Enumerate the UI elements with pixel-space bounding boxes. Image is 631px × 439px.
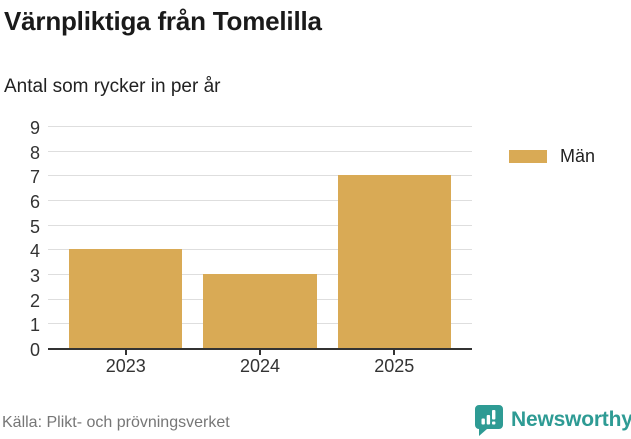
x-tick-label: 2024 xyxy=(239,356,280,376)
legend: Män xyxy=(509,144,595,168)
y-tick-label: 2 xyxy=(29,290,40,311)
y-axis-labels: 0 1 2 3 4 5 6 7 8 9 xyxy=(0,118,40,360)
chart-title: Värnpliktiga från Tomelilla xyxy=(4,6,322,36)
chart-subtitle: Antal som rycker in per år xyxy=(4,76,221,97)
newsworthy-wordmark: Newsworthy xyxy=(511,408,631,431)
bar-2024 xyxy=(203,274,317,348)
bar-2025 xyxy=(337,175,451,348)
plot-area: 2023 2024 2025 xyxy=(48,126,472,376)
x-tick-label: 2023 xyxy=(105,356,146,376)
y-tick-label: 1 xyxy=(29,315,40,336)
x-tick xyxy=(124,350,127,355)
gridline xyxy=(48,224,472,226)
y-tick-label: 4 xyxy=(29,241,40,262)
y-tick-label: 7 xyxy=(29,167,40,188)
y-tick-label: 9 xyxy=(29,118,40,138)
bar-2023 xyxy=(69,249,183,348)
y-tick-label: 5 xyxy=(29,216,40,237)
y-tick-label: 8 xyxy=(29,142,40,163)
gridline xyxy=(48,126,472,127)
x-tick xyxy=(393,350,396,355)
gridline xyxy=(48,150,472,152)
x-tick xyxy=(259,350,261,355)
y-tick-label: 0 xyxy=(29,340,40,360)
x-tick-label: 2025 xyxy=(374,356,415,376)
newsworthy-logo: Newsworthy xyxy=(473,403,631,437)
gridline xyxy=(48,200,472,201)
y-tick-label: 6 xyxy=(29,192,40,212)
chart-speech-bubble-icon xyxy=(475,405,503,436)
source-note: Källa: Plikt- och prövningsverket xyxy=(2,414,230,431)
gridline xyxy=(48,175,472,177)
legend-label: Män xyxy=(560,145,596,166)
gridline xyxy=(48,249,472,251)
legend-swatch-man xyxy=(509,149,547,163)
y-tick-label: 3 xyxy=(29,266,40,286)
